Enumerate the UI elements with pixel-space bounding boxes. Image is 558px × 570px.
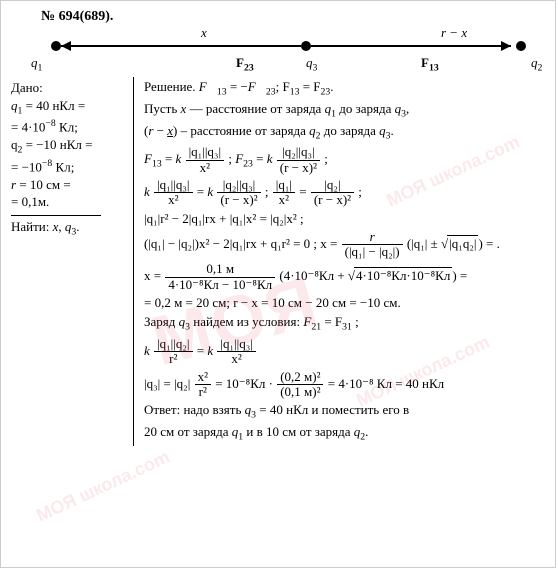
document-page: МОЯ школа.com МОЯ МОЯ школа.com МОЯ школ… bbox=[0, 0, 556, 568]
charge-q2-dot bbox=[516, 41, 526, 51]
given-panel: Дано: q1 = 40 нКл = = 4·10−8 Кл; q2 = −1… bbox=[11, 77, 133, 446]
charge-q3-dot bbox=[301, 41, 311, 51]
watermark: МОЯ школа.com bbox=[33, 446, 173, 526]
force-diagram: x r − x q1 F23 q3 F13 q2 bbox=[21, 29, 541, 75]
charge-q1-dot bbox=[51, 41, 61, 51]
problem-number: № 694(689). bbox=[11, 9, 545, 25]
solution-panel: Решение. F⃗13 = −F⃗23; F13 = F23. Пусть … bbox=[133, 77, 545, 446]
